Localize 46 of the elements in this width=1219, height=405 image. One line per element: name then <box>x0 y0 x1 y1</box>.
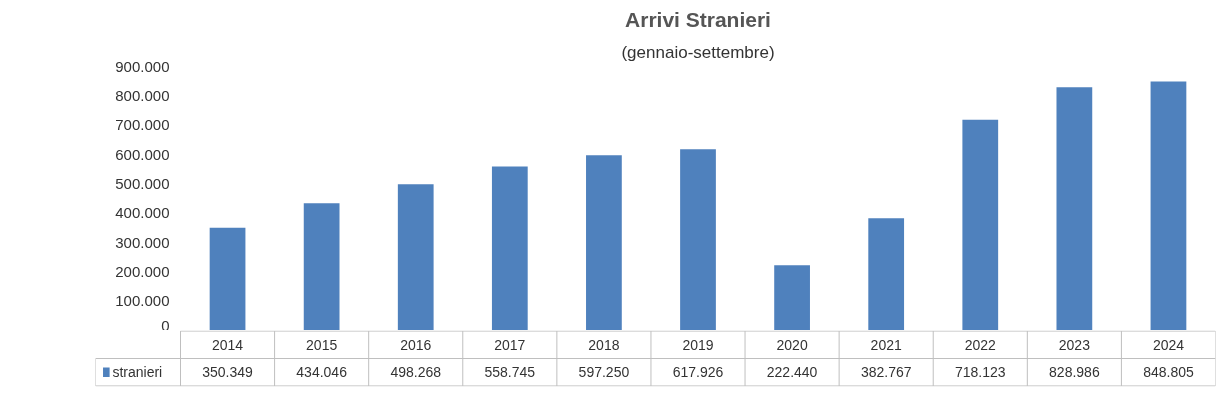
data-label: 382.767 <box>860 364 912 381</box>
bar <box>1150 81 1187 330</box>
bar <box>680 149 716 330</box>
x-tick-label: 2020 <box>776 336 808 353</box>
x-tick-label: 2018 <box>588 336 620 353</box>
data-label: 617.926 <box>672 364 724 381</box>
legend-label: stranieri <box>112 364 163 381</box>
y-tick-label: 400.000 <box>115 204 170 222</box>
y-tick-label: 200.000 <box>115 262 170 280</box>
y-tick-label: 0 <box>161 316 170 334</box>
x-tick-label: 2015 <box>306 336 338 353</box>
data-label: 434.046 <box>296 364 348 381</box>
data-label: 597.250 <box>578 364 630 381</box>
x-tick-label: 2023 <box>1058 336 1091 353</box>
y-tick-label: 900.000 <box>115 57 170 75</box>
bar <box>491 166 528 330</box>
y-tick-label: 600.000 <box>115 145 170 163</box>
chart-subtitle: (gennaio-settembre) <box>621 42 775 62</box>
x-tick-label: 2019 <box>682 336 714 353</box>
x-tick-label: 2014 <box>211 336 244 353</box>
y-tick-label: 700.000 <box>115 116 170 134</box>
x-tick-label: 2017 <box>494 336 526 353</box>
bar <box>774 265 810 330</box>
y-tick-label: 800.000 <box>115 86 170 104</box>
y-tick-label: 100.000 <box>115 292 170 310</box>
data-label: 828.986 <box>1049 364 1100 381</box>
data-label: 558.745 <box>484 364 536 381</box>
y-tick-label: 500.000 <box>115 174 170 192</box>
bar <box>209 227 246 330</box>
data-label: 350.349 <box>202 364 254 381</box>
data-label: 848.805 <box>1143 364 1194 381</box>
bar <box>397 184 434 330</box>
bar <box>1056 87 1093 330</box>
bar <box>303 203 340 330</box>
data-label: 498.268 <box>390 364 442 381</box>
chart-title: Arrivi Stranieri <box>625 7 771 31</box>
x-tick-label: 2024 <box>1152 336 1185 353</box>
bar <box>586 155 622 330</box>
data-label: 718.123 <box>954 364 1006 381</box>
bar <box>868 218 905 330</box>
data-label: 222.440 <box>766 364 818 381</box>
x-tick-label: 2021 <box>870 336 902 353</box>
bar <box>962 119 999 330</box>
x-tick-label: 2016 <box>400 336 432 353</box>
y-tick-label: 300.000 <box>115 233 170 251</box>
x-tick-label: 2022 <box>964 336 997 353</box>
